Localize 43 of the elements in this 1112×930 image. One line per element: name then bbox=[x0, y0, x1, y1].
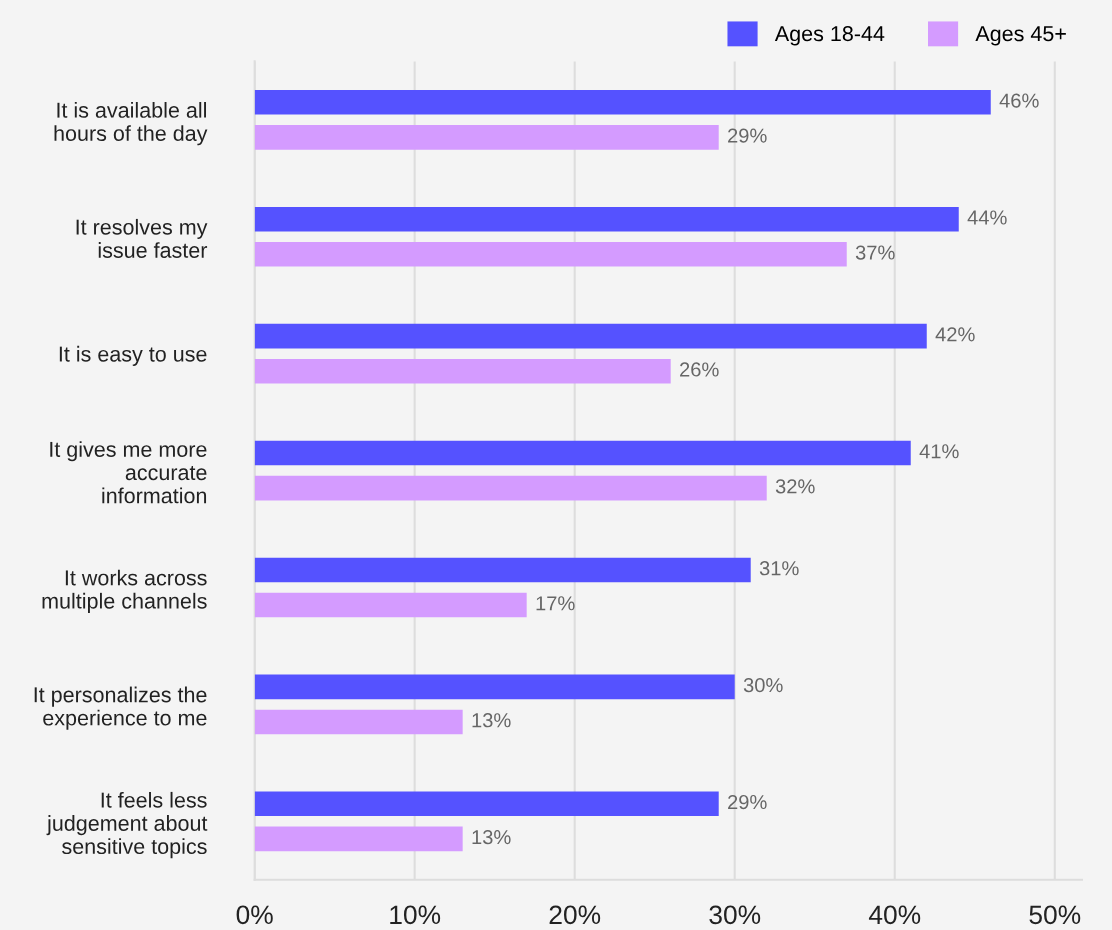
y-tick-label: It personalizes the experience to me bbox=[34, 686, 207, 730]
data-label: 37% bbox=[855, 245, 895, 260]
y-tick-label: It gives me more accurate information bbox=[50, 441, 207, 504]
bar bbox=[254, 358, 671, 384]
x-tick-label: 0% bbox=[236, 905, 273, 925]
data-label: 42% bbox=[935, 327, 975, 342]
data-label: 41% bbox=[919, 444, 959, 459]
x-tick-label: 50% bbox=[1029, 905, 1081, 925]
data-label: 29% bbox=[728, 128, 767, 143]
y-tick-label: It works across multiple channels bbox=[42, 569, 207, 613]
bar bbox=[254, 206, 959, 232]
data-label: 44% bbox=[967, 210, 1007, 225]
bar bbox=[254, 791, 719, 817]
bar bbox=[254, 440, 911, 466]
bar bbox=[254, 826, 463, 852]
bar bbox=[254, 592, 527, 618]
bar bbox=[254, 475, 767, 501]
data-label: 46% bbox=[999, 93, 1039, 108]
y-tick-label: It resolves my issue faster bbox=[76, 218, 208, 258]
data-label: 32% bbox=[775, 479, 815, 494]
data-label: 29% bbox=[728, 794, 767, 810]
x-tick-label: 30% bbox=[709, 905, 761, 925]
data-label: 30% bbox=[743, 678, 783, 693]
data-label: 13% bbox=[472, 830, 511, 845]
data-label: 13% bbox=[472, 713, 511, 728]
y-tick-label: It feels less judgement about sensitive topics bbox=[46, 791, 208, 859]
data-label: 17% bbox=[536, 596, 575, 611]
bar bbox=[254, 242, 847, 267]
bar bbox=[254, 557, 751, 583]
x-tick-label: 40% bbox=[868, 905, 921, 925]
data-label: 31% bbox=[759, 561, 799, 576]
y-tick-label: It is available all hours of the day bbox=[54, 102, 208, 146]
data-label: 26% bbox=[680, 362, 719, 377]
x-tick-label: 20% bbox=[549, 905, 601, 925]
bar bbox=[254, 709, 463, 735]
x-tick-label: 10% bbox=[390, 905, 441, 925]
bar bbox=[254, 674, 735, 700]
y-tick-label: It is easy to use bbox=[59, 345, 207, 366]
bar bbox=[254, 323, 927, 349]
bar bbox=[254, 90, 991, 115]
bar bbox=[254, 125, 719, 150]
legend-label: Ages 18-44 bbox=[774, 26, 885, 46]
legend-label: Ages 45+ bbox=[975, 26, 1066, 46]
